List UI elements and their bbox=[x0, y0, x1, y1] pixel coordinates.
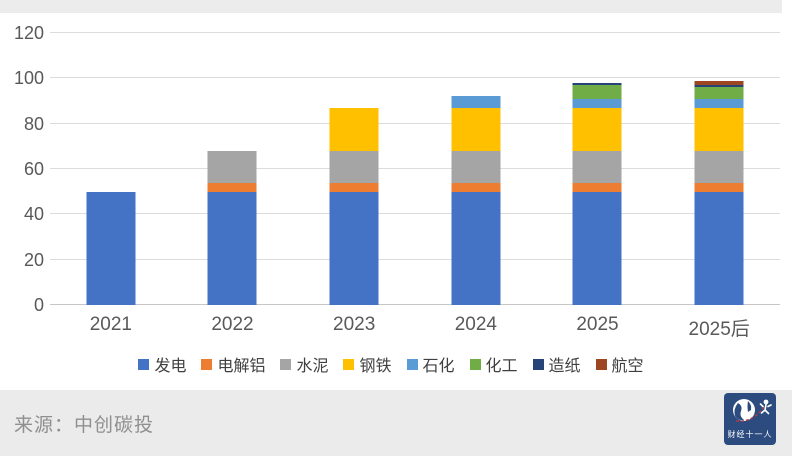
legend-item-航空: 航空 bbox=[595, 352, 644, 376]
gridline-y-0 bbox=[50, 304, 780, 305]
x-axis-tick-label: 2022 bbox=[211, 314, 254, 335]
legend-label: 化工 bbox=[485, 358, 518, 375]
bar-segment-钢铁 bbox=[694, 107, 744, 151]
bar-segment-化工 bbox=[694, 87, 744, 99]
y-axis-tick-label: 0 bbox=[33, 295, 44, 315]
y-axis-tick-label: 20 bbox=[23, 249, 44, 270]
gridline-y-120 bbox=[50, 32, 780, 33]
x-axis-tick-label: 2021 bbox=[89, 314, 132, 335]
legend-swatch-icon bbox=[138, 358, 150, 370]
x-axis-tick-label: 2025后 bbox=[688, 319, 750, 340]
legend-swatch-icon bbox=[343, 358, 355, 370]
x-axis-tick-label: 2024 bbox=[454, 314, 497, 335]
bar-segment-发电 bbox=[86, 191, 136, 305]
bar-stack bbox=[329, 33, 379, 305]
bar-segment-化工 bbox=[572, 85, 622, 99]
bar-segment-石化 bbox=[572, 98, 622, 108]
bar-stack bbox=[451, 33, 501, 305]
y-axis-tick-label: 40 bbox=[23, 204, 44, 225]
legend-item-水泥: 水泥 bbox=[280, 352, 328, 376]
bar-segment-水泥 bbox=[572, 150, 622, 183]
bar-group-2022: 2022 bbox=[172, 33, 294, 335]
bar-segment-水泥 bbox=[329, 150, 379, 183]
x-axis-tick-label: 2025 bbox=[576, 314, 619, 335]
gridline-y-20 bbox=[50, 258, 780, 260]
legend-swatch-icon bbox=[201, 358, 213, 370]
legend-item-发电: 发电 bbox=[138, 352, 186, 376]
legend-label: 航空 bbox=[611, 358, 644, 375]
legend-swatch-icon bbox=[469, 358, 481, 370]
bar-segment-电解铝 bbox=[451, 182, 501, 192]
y-axis-tick-label: 100 bbox=[13, 68, 44, 89]
bar-segment-造纸 bbox=[694, 85, 744, 88]
legend-swatch-icon bbox=[280, 358, 292, 370]
bar-segment-电解铝 bbox=[207, 182, 257, 192]
legend-label: 发电 bbox=[154, 358, 187, 375]
bar-segment-造纸 bbox=[572, 82, 622, 86]
legend-label: 造纸 bbox=[548, 358, 581, 375]
gridline-y-80 bbox=[50, 122, 780, 124]
bar-segment-发电 bbox=[207, 191, 257, 305]
x-axis-tick-label: 2023 bbox=[333, 314, 376, 335]
bar-segment-石化 bbox=[451, 96, 501, 108]
bar-segment-航空 bbox=[694, 80, 744, 86]
legend-item-石化: 石化 bbox=[406, 352, 455, 376]
source-attribution: 来源：中创碳投 bbox=[14, 415, 155, 436]
bar-segment-水泥 bbox=[451, 150, 501, 183]
legend-item-造纸: 造纸 bbox=[532, 352, 581, 376]
gridline-y-40 bbox=[50, 213, 780, 215]
bar-segment-发电 bbox=[694, 191, 744, 305]
bar-group-2023: 2023 bbox=[293, 33, 415, 335]
bar-stack bbox=[86, 33, 136, 305]
bar-group-2025: 2025 bbox=[537, 33, 659, 335]
bar-segment-钢铁 bbox=[451, 107, 501, 151]
footer-band: 来源：中创碳投 财经十一人 bbox=[0, 390, 792, 456]
legend-item-钢铁: 钢铁 bbox=[343, 352, 392, 376]
gridline-y-100 bbox=[50, 77, 780, 79]
bar-segment-电解铝 bbox=[329, 182, 379, 192]
legend-swatch-icon bbox=[532, 358, 544, 370]
globe-person-icon bbox=[733, 399, 772, 422]
bar-group-2025后: 2025后 bbox=[658, 33, 780, 340]
y-axis-tick-label: 80 bbox=[23, 113, 44, 134]
publisher-logo: 财经十一人 bbox=[724, 393, 776, 445]
bar-segment-水泥 bbox=[207, 150, 257, 183]
bar-segment-石化 bbox=[694, 98, 744, 108]
legend-label: 电解铝 bbox=[217, 358, 266, 375]
bar-stack bbox=[572, 33, 622, 305]
bar-segment-电解铝 bbox=[572, 182, 622, 192]
legend-item-化工: 化工 bbox=[469, 352, 518, 376]
bar-segment-发电 bbox=[572, 191, 622, 305]
legend-item-电解铝: 电解铝 bbox=[201, 352, 265, 376]
bar-segment-钢铁 bbox=[329, 107, 379, 151]
legend-label: 石化 bbox=[422, 358, 455, 375]
bar-stack bbox=[694, 33, 744, 305]
bar-segment-水泥 bbox=[694, 150, 744, 183]
legend-label: 钢铁 bbox=[359, 358, 392, 375]
chart-legend: 发电 电解铝 水泥 钢铁 石化 化工 造纸 航空 bbox=[0, 352, 782, 376]
legend-swatch-icon bbox=[406, 358, 418, 370]
bar-segment-发电 bbox=[329, 191, 379, 305]
y-axis-tick-label: 120 bbox=[13, 23, 44, 43]
bar-group-2024: 2024 bbox=[415, 33, 537, 335]
plot-area: 0 20 40 60 80 100 120 2021 2022 2023 2024 2025 2025后 bbox=[14, 24, 780, 340]
bar-segment-钢铁 bbox=[572, 107, 622, 151]
y-axis-tick-label: 60 bbox=[23, 159, 44, 179]
legend-swatch-icon bbox=[595, 358, 607, 370]
bar-group-2021: 2021 bbox=[50, 33, 172, 335]
bar-segment-发电 bbox=[451, 191, 501, 305]
publisher-logo-text: 财经十一人 bbox=[727, 430, 773, 439]
legend-label: 水泥 bbox=[296, 358, 329, 375]
bar-segment-电解铝 bbox=[694, 182, 744, 192]
bar-stack bbox=[207, 33, 257, 305]
top-margin-band bbox=[0, 0, 782, 13]
gridline-y-60 bbox=[50, 168, 780, 169]
